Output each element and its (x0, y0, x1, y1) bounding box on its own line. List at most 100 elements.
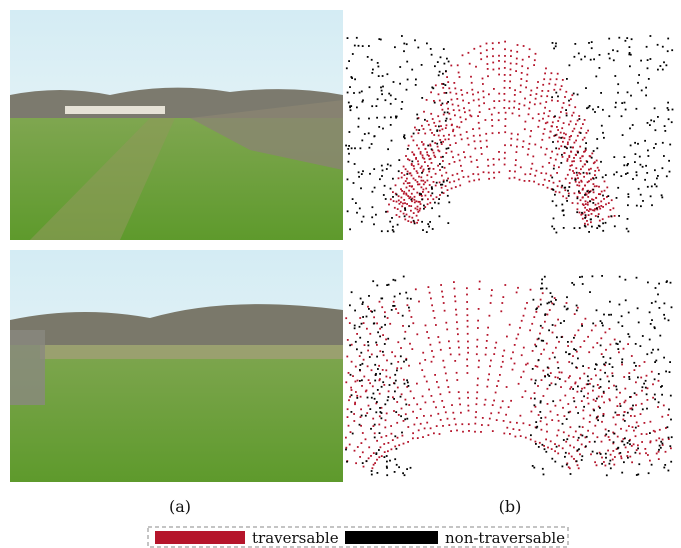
point (520, 78, 522, 80)
point (410, 199, 412, 201)
point (581, 459, 583, 461)
point (409, 182, 411, 184)
point (426, 151, 428, 153)
point (404, 474, 406, 476)
point (597, 419, 599, 421)
point (437, 149, 439, 151)
point (610, 454, 612, 456)
point (424, 119, 426, 121)
point (461, 170, 463, 172)
point (574, 227, 576, 229)
point (528, 113, 530, 115)
point (593, 58, 595, 60)
point (662, 46, 664, 48)
point (369, 382, 371, 384)
point (632, 124, 634, 126)
point (391, 363, 393, 365)
point (636, 449, 638, 451)
point (651, 464, 653, 466)
point (399, 216, 401, 218)
point (408, 404, 410, 406)
point (557, 120, 559, 122)
point (491, 114, 493, 116)
point (568, 193, 570, 195)
point (386, 466, 388, 468)
point (436, 130, 438, 132)
point (582, 139, 584, 141)
point (440, 184, 442, 186)
point (356, 37, 358, 39)
point (347, 210, 349, 212)
point (616, 396, 618, 398)
point (516, 422, 518, 424)
point (345, 381, 347, 383)
point (407, 79, 409, 81)
point (394, 207, 396, 209)
point (510, 400, 512, 402)
point (550, 411, 552, 413)
point (405, 399, 407, 401)
point (397, 312, 399, 314)
point (571, 161, 573, 163)
point (421, 97, 423, 99)
point (363, 216, 365, 218)
point (430, 113, 432, 115)
point (430, 344, 432, 346)
point (492, 42, 494, 44)
point (408, 205, 410, 207)
point (420, 153, 422, 155)
point (519, 179, 521, 181)
point (559, 378, 561, 380)
point (642, 408, 644, 410)
point (360, 408, 362, 410)
point (638, 188, 640, 190)
point (636, 171, 638, 173)
point (545, 451, 547, 453)
point (368, 308, 370, 310)
point (361, 140, 363, 142)
point (460, 89, 462, 91)
point (431, 176, 433, 178)
point (576, 305, 578, 307)
point (525, 364, 527, 366)
point (431, 162, 433, 164)
point (516, 338, 518, 340)
point (479, 135, 481, 137)
point (390, 165, 392, 167)
point (565, 380, 567, 382)
point (498, 100, 500, 102)
point (491, 125, 493, 127)
point (401, 101, 403, 103)
point (671, 121, 673, 123)
point (399, 203, 401, 205)
point (655, 287, 657, 289)
point (506, 336, 508, 338)
point (468, 102, 470, 104)
point (413, 220, 415, 222)
point (578, 53, 580, 55)
point (362, 170, 364, 172)
point (575, 431, 577, 433)
point (430, 91, 432, 93)
point (406, 173, 408, 175)
point (436, 425, 438, 427)
point (407, 171, 409, 173)
point (641, 441, 643, 443)
point (584, 207, 586, 209)
point (396, 401, 398, 403)
point (574, 313, 576, 315)
point (391, 351, 393, 353)
point (563, 320, 565, 322)
point (478, 122, 480, 124)
point (629, 65, 631, 67)
point (393, 301, 395, 303)
point (460, 116, 462, 118)
point (485, 133, 487, 135)
point (403, 276, 405, 278)
point (564, 306, 566, 308)
point (447, 108, 449, 110)
point (658, 458, 660, 460)
point (601, 191, 603, 193)
point (477, 327, 479, 329)
point (376, 459, 378, 461)
